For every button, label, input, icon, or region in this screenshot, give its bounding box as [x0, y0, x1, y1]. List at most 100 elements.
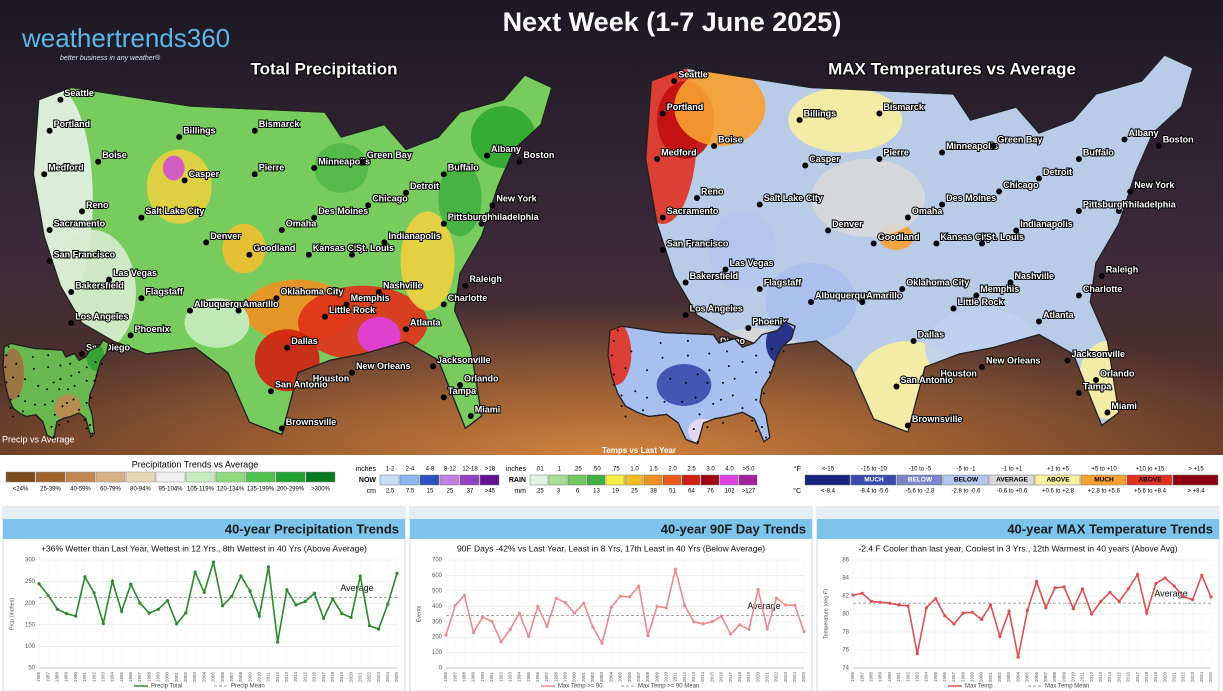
- data-point: [147, 611, 151, 615]
- city-dot: [138, 214, 145, 221]
- city-dot: [57, 96, 64, 103]
- city-dot: [1121, 136, 1128, 143]
- x-tick-label: 2015: [1116, 671, 1121, 682]
- legend-label: 102: [724, 489, 735, 495]
- annotation: Average: [1154, 589, 1187, 599]
- x-tick-label: 2009: [247, 671, 252, 682]
- data-point: [673, 567, 678, 571]
- city-label: Medford: [661, 147, 697, 157]
- legend-label: >5.0: [743, 467, 756, 473]
- city-dot: [43, 403, 46, 406]
- legend-swatch: [567, 474, 587, 486]
- city-dot: [85, 366, 88, 369]
- city-dot: [1013, 227, 1020, 234]
- city-dot: [69, 362, 72, 365]
- city-dot: [376, 289, 382, 295]
- legend-unit: inches: [356, 466, 377, 473]
- city-label: Denver: [832, 219, 863, 229]
- city-dot: [684, 381, 687, 384]
- x-tick-label: 2013: [284, 671, 289, 682]
- x-tick-label: 2006: [1034, 671, 1039, 682]
- x-tick-label: 2001: [581, 671, 586, 682]
- y-axis-label: Prcp (inches): [9, 598, 15, 631]
- legend-label: 1-2: [386, 467, 395, 473]
- map-border: [2, 339, 110, 440]
- shade-region: [314, 143, 369, 193]
- legend-swatch: [681, 474, 701, 486]
- x-tick-label: 2014: [293, 671, 298, 682]
- city-dot: [31, 356, 34, 358]
- legend-label: .01: [535, 467, 544, 473]
- x-tick-label: 2008: [645, 671, 650, 682]
- legend-title: Precipitation Trends vs Average: [132, 459, 258, 469]
- x-tick-label: 2019: [1153, 671, 1158, 682]
- x-tick-label: 2004: [1015, 671, 1020, 682]
- data-point: [701, 622, 705, 626]
- city-dot: [630, 350, 633, 353]
- legend-label: 25: [447, 489, 454, 495]
- data-line: [445, 569, 805, 646]
- city-label: Phoenix: [752, 316, 787, 326]
- data-point: [1034, 580, 1039, 584]
- city-label: Kansas City: [940, 232, 992, 242]
- data-point: [220, 604, 225, 608]
- data-point: [878, 600, 883, 604]
- shade-region: [788, 87, 903, 153]
- city-label: Seattle: [678, 69, 708, 79]
- city-dot: [72, 398, 75, 401]
- x-tick-label: 1989: [471, 671, 476, 682]
- legend-label: Max Temp Mean: [1045, 684, 1089, 690]
- legend-label: -5.6 to -2.8: [905, 489, 935, 495]
- city-label: Bismarck: [259, 119, 301, 129]
- city-dot: [939, 201, 946, 208]
- city-dot: [67, 388, 69, 391]
- data-point: [46, 593, 50, 598]
- legend-unit: cm: [367, 488, 377, 495]
- legend-label: +0.6 to +2.8: [1042, 489, 1075, 495]
- chart-title: 40-year MAX Temperature Trends: [1007, 521, 1213, 536]
- x-tick-label: 1991: [896, 671, 901, 682]
- x-tick-label: 1992: [905, 671, 910, 682]
- legend-swatch: [95, 471, 126, 483]
- data-point: [1154, 581, 1158, 586]
- data-point: [101, 621, 105, 626]
- legend-label: 64: [688, 489, 695, 495]
- city-dot: [489, 202, 496, 209]
- city-dot: [12, 415, 14, 418]
- x-tick-label: 1988: [462, 671, 467, 682]
- city-dot: [756, 201, 763, 208]
- city-dot: [430, 363, 436, 370]
- city-dot: [1098, 273, 1105, 279]
- city-dot: [933, 240, 940, 247]
- city-dot: [91, 432, 94, 435]
- data-point: [738, 623, 742, 627]
- city-dot: [708, 369, 711, 372]
- x-tick-label: 2011: [266, 672, 271, 682]
- city-dot: [68, 289, 75, 295]
- city-label: Boise: [718, 134, 743, 144]
- city-dot: [725, 350, 728, 353]
- city-dot: [620, 405, 623, 407]
- city-dot: [755, 354, 758, 357]
- x-tick-label: 2021: [764, 671, 769, 682]
- x-tick-label: 1994: [110, 671, 115, 682]
- data-point: [851, 593, 855, 597]
- legend-swatch: [988, 474, 1035, 486]
- city-dot: [1115, 208, 1122, 214]
- title-bar: [817, 519, 1219, 539]
- city-label: Omaha: [286, 218, 318, 228]
- city-dot: [1007, 279, 1014, 286]
- city-dot: [751, 419, 754, 422]
- city-label: Sacramento: [667, 206, 719, 216]
- legend-label: 40-59%: [70, 487, 91, 493]
- y-tick-label: 700: [432, 558, 443, 564]
- data-point: [395, 571, 399, 575]
- city-dot: [5, 390, 8, 392]
- y-axis-label: Temperature (deg F): [823, 589, 829, 639]
- city-dot: [990, 143, 997, 149]
- data-point: [591, 625, 595, 629]
- x-tick-label: 1996: [128, 671, 133, 682]
- chart-title: 40-year Precipitation Trends: [225, 521, 399, 536]
- legend-word: MUCH: [864, 477, 884, 484]
